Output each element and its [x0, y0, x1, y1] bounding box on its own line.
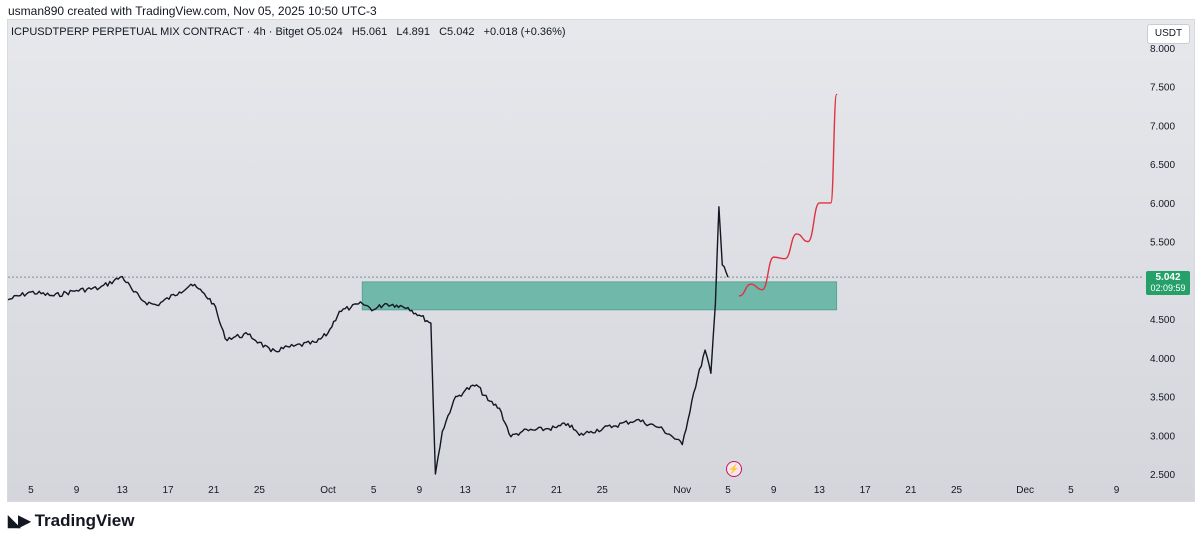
- price-tick-label: 8.000: [1150, 44, 1175, 55]
- chart-caption: usman890 created with TradingView.com, N…: [8, 4, 377, 18]
- tv-logo-icon: ◣▶: [8, 513, 31, 530]
- currency-button[interactable]: USDT: [1147, 24, 1190, 44]
- time-tick-label: 9: [1114, 485, 1120, 496]
- price-tick-label: 7.000: [1150, 121, 1175, 132]
- price-tick-label: 2.500: [1150, 470, 1175, 481]
- price-tick-label: 7.500: [1150, 83, 1175, 94]
- time-tick-label: 17: [162, 485, 174, 496]
- time-tick-label: 13: [460, 485, 472, 496]
- price-tick-label: 3.000: [1150, 431, 1175, 442]
- time-tick-label: 25: [951, 485, 963, 496]
- price-tick-label: 5.500: [1150, 238, 1175, 249]
- time-tick-label: 17: [860, 485, 872, 496]
- time-tick-label: 9: [74, 485, 80, 496]
- price-axis[interactable]: 2.5003.0003.5004.0004.5005.0005.5006.000…: [1150, 44, 1175, 481]
- time-tick-label: 5: [725, 485, 731, 496]
- tradingview-logo[interactable]: ◣▶ TradingView: [8, 511, 134, 531]
- time-tick-label: 21: [905, 485, 917, 496]
- time-tick-label: Oct: [320, 485, 336, 496]
- chart-area[interactable]: [7, 19, 1195, 502]
- legend-high: H5.061: [351, 26, 388, 38]
- projection-drawing[interactable]: [738, 93, 838, 297]
- time-tick-label: 25: [597, 485, 609, 496]
- last-price-tag: 5.042 02:09:59: [1146, 271, 1190, 295]
- time-tick-label: 5: [371, 485, 377, 496]
- time-tick-label: 17: [505, 485, 517, 496]
- time-tick-label: 5: [28, 485, 34, 496]
- candle-countdown: 02:09:59: [1150, 283, 1186, 293]
- last-price-value: 5.042: [1155, 272, 1181, 283]
- price-tick-label: 6.000: [1150, 199, 1175, 210]
- time-tick-label: Dec: [1016, 485, 1034, 496]
- time-tick-label: Nov: [673, 485, 691, 496]
- price-tick-label: 3.500: [1150, 393, 1175, 404]
- time-tick-label: 13: [117, 485, 129, 496]
- time-tick-label: 21: [551, 485, 563, 496]
- brand-name: TradingView: [34, 511, 135, 530]
- time-tick-label: 5: [1068, 485, 1074, 496]
- symbol-legend: ICPUSDTPERP PERPETUAL MIX CONTRACT · 4h …: [11, 26, 572, 38]
- legend-change: +0.018 (+0.36%): [483, 26, 566, 38]
- price-tick-label: 4.500: [1150, 315, 1175, 326]
- time-tick-label: 25: [254, 485, 266, 496]
- time-tick-label: 21: [208, 485, 220, 496]
- legend-open: O5.024: [306, 26, 343, 38]
- time-tick-label: 9: [771, 485, 777, 496]
- legend-low: L4.891: [396, 26, 431, 38]
- price-tick-label: 6.500: [1150, 160, 1175, 171]
- lightning-icon[interactable]: ⚡: [726, 461, 742, 477]
- time-tick-label: 9: [417, 485, 423, 496]
- legend-close: C5.042: [439, 26, 475, 38]
- symbol-description[interactable]: ICPUSDTPERP PERPETUAL MIX CONTRACT · 4h …: [11, 26, 304, 38]
- time-axis[interactable]: 5 9 13 17 21 25 Oct 5 9 13 17 21 25 Nov 5 9 13 17 21 25 Dec 5…: [28, 485, 1120, 496]
- support-zone[interactable]: [361, 281, 838, 311]
- price-tick-label: 4.000: [1150, 354, 1175, 365]
- price-series: [7, 206, 729, 475]
- time-tick-label: 13: [814, 485, 826, 496]
